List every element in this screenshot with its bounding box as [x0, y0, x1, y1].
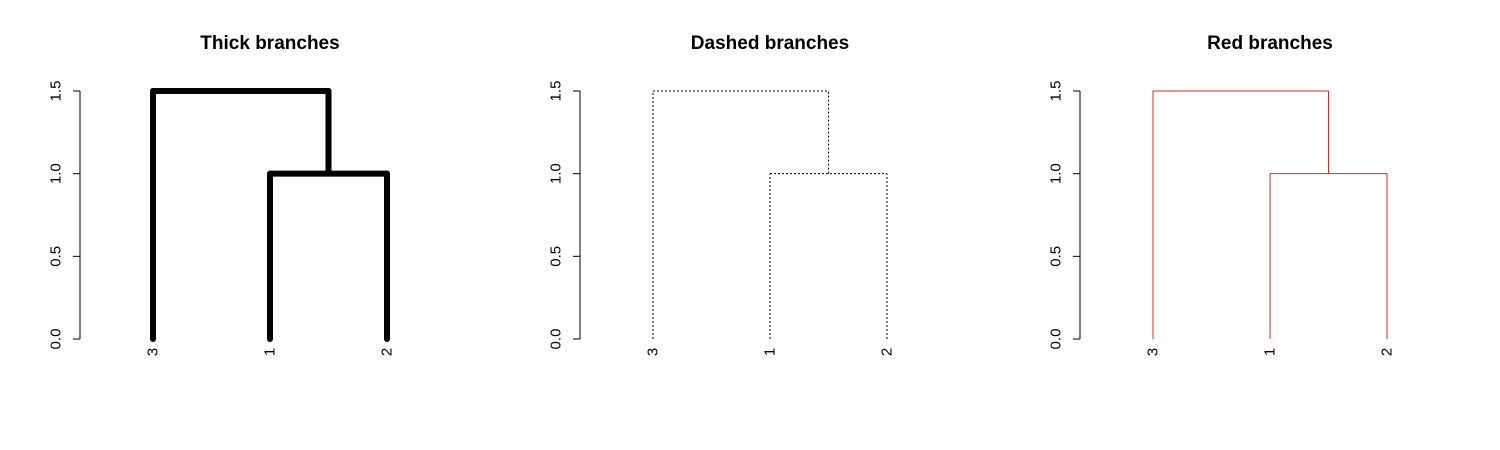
leaf-label: 2 [879, 348, 896, 356]
leaf-label: 1 [762, 348, 779, 356]
y-tick-label: 0.0 [548, 329, 565, 350]
y-tick-label: 1.0 [48, 163, 65, 184]
y-tick-label: 1.5 [548, 81, 565, 102]
y-tick-label: 0.5 [548, 246, 565, 267]
y-tick-label: 0.0 [48, 329, 65, 350]
leaf-label: 3 [645, 348, 662, 356]
dendrogram-panel-2: Dashed branches 0.0 0.5 1.0 1.5 3 1 2 [548, 33, 896, 356]
leaf-label: 2 [379, 348, 396, 356]
y-tick-label: 0.0 [1048, 329, 1065, 350]
y-tick-label: 1.0 [548, 163, 565, 184]
dendrogram-panel-3: Red branches 0.0 0.5 1.0 1.5 3 1 2 [1048, 33, 1396, 356]
leaf-label: 3 [145, 348, 162, 356]
leaf-label: 2 [1379, 348, 1396, 356]
panel-title: Red branches [1207, 33, 1333, 54]
y-tick-label: 1.5 [48, 81, 65, 102]
y-tick-label: 1.0 [1048, 163, 1065, 184]
dendrogram-panel-1: Thick branches 0.0 0.5 1.0 1.5 3 1 2 [48, 33, 396, 356]
panel-title: Dashed branches [691, 33, 849, 54]
panel-title: Thick branches [200, 33, 339, 54]
leaf-label: 1 [1262, 348, 1279, 356]
y-tick-label: 0.5 [1048, 246, 1065, 267]
y-tick-label: 0.5 [48, 246, 65, 267]
leaf-label: 1 [262, 348, 279, 356]
leaf-label: 3 [1145, 348, 1162, 356]
y-tick-label: 1.5 [1048, 81, 1065, 102]
